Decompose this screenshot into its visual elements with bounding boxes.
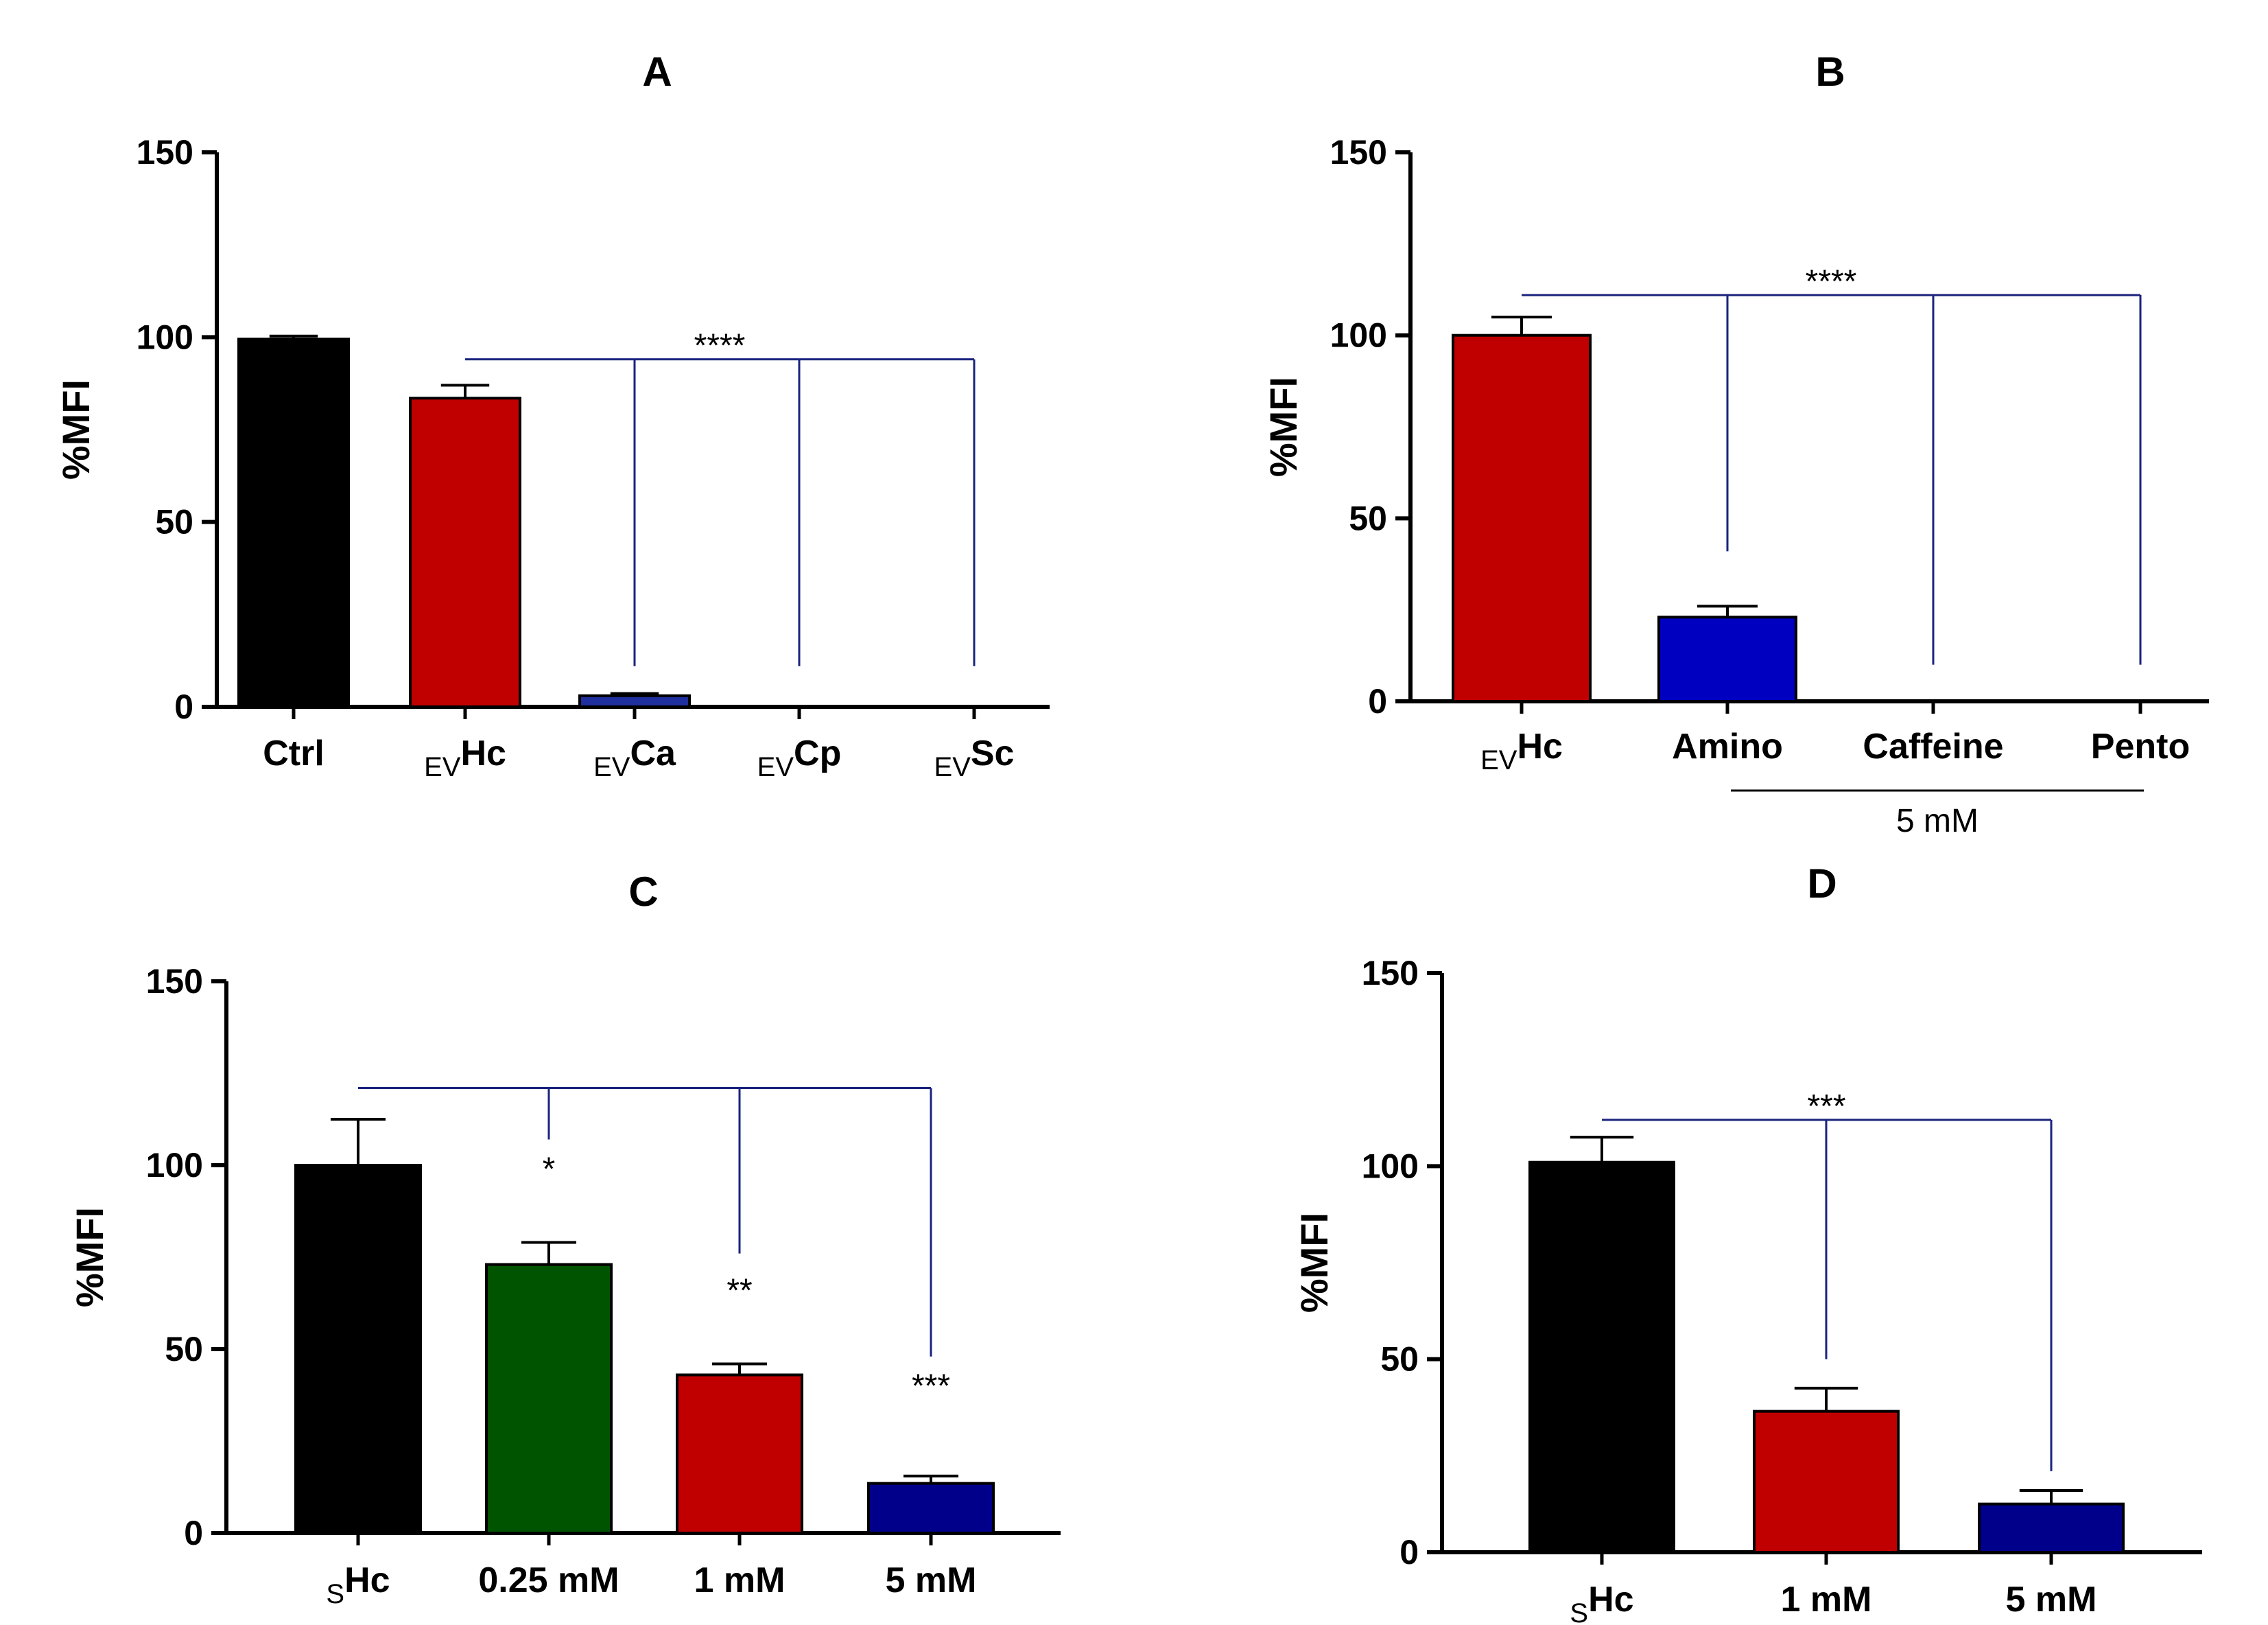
x-tick-label: Pento	[2091, 727, 2190, 767]
x-tick-label-text: Hc	[1588, 1580, 1633, 1620]
x-tick-label: 5 mM	[2006, 1580, 2097, 1620]
bar	[867, 1482, 995, 1534]
panel-title: B	[1815, 49, 1845, 95]
y-tick-label: 50	[155, 503, 193, 541]
y-tick-label: 0	[174, 688, 193, 726]
y-tick-label: 150	[1330, 133, 1387, 172]
bar	[237, 338, 350, 708]
y-tick-label: 0	[1399, 1533, 1419, 1571]
y-axis-label: %MFI	[54, 379, 97, 480]
bar	[409, 397, 521, 708]
x-tick-label: SHc	[326, 1560, 390, 1609]
x-tick-label: 1 mM	[1781, 1580, 1872, 1620]
x-tick-label-subscript: EV	[1480, 745, 1517, 775]
x-tick-label-text: Caffeine	[1863, 727, 2003, 767]
bar	[485, 1263, 613, 1534]
y-tick-label: 0	[184, 1514, 203, 1552]
significance-label: ****	[1806, 264, 1857, 300]
x-tick-label-subscript: EV	[757, 752, 794, 782]
x-tick-label-text: Amino	[1672, 727, 1783, 767]
x-tick-label-subscript: S	[1570, 1598, 1588, 1625]
x-tick-label-text: 5 mM	[886, 1560, 977, 1600]
y-tick-label: 150	[1362, 954, 1419, 992]
x-tick-label: EVCa	[593, 734, 676, 782]
x-tick-label-subscript: EV	[934, 752, 971, 782]
x-tick-label-text: Sc	[971, 734, 1015, 773]
bar	[294, 1164, 422, 1534]
y-axis-label: %MFI	[1262, 377, 1305, 477]
bar	[1452, 334, 1592, 703]
bar	[578, 694, 691, 709]
y-axis-label: %MFI	[68, 1207, 111, 1307]
y-tick-label: 100	[137, 318, 193, 356]
x-tick-label-text: Hc	[460, 734, 506, 773]
panel-title: A	[642, 49, 672, 95]
x-tick-label: EVHc	[424, 734, 506, 782]
y-tick-label: 100	[1362, 1147, 1419, 1185]
bar	[1528, 1160, 1675, 1554]
panel-d: D %MFI 0 50 100 150 SHc 1 mM 5 mM ***	[1292, 861, 2202, 1625]
x-tick-label: EVCp	[757, 734, 842, 782]
group-note-label: 5 mM	[1896, 803, 1978, 839]
panel-title: C	[628, 869, 658, 915]
y-tick-label: 100	[146, 1146, 203, 1184]
x-tick-label: 5 mM	[886, 1560, 977, 1600]
x-tick-label-text: 0.25 mM	[478, 1560, 619, 1600]
y-axis-label: %MFI	[1292, 1213, 1336, 1313]
x-tick-label: 0.25 mM	[478, 1560, 619, 1600]
x-tick-label-text: Ca	[630, 734, 676, 773]
x-tick-label: Ctrl	[263, 734, 324, 773]
significance-label: ***	[1807, 1088, 1845, 1125]
x-tick-label-subscript: S	[326, 1579, 344, 1609]
y-tick-label: 50	[165, 1330, 203, 1368]
y-tick-label: 150	[146, 962, 203, 1001]
panel-b: B %MFI 0 50 100 150 EVHc Amino Caffeine Pento ****…	[1262, 49, 2209, 839]
x-tick-label: Amino	[1672, 727, 1783, 767]
bar	[1978, 1502, 2125, 1554]
x-tick-label-subscript: EV	[424, 752, 461, 782]
x-tick-label-text: Hc	[344, 1560, 390, 1600]
x-tick-label: 1 mM	[694, 1560, 785, 1600]
x-tick-label: EVSc	[934, 734, 1015, 782]
x-tick-label-text: 1 mM	[694, 1560, 785, 1600]
significance-label: **	[727, 1272, 752, 1309]
x-tick-label-text: Cp	[794, 734, 841, 773]
y-tick-label: 150	[137, 133, 193, 172]
bar	[1753, 1410, 1900, 1554]
y-tick-label: 0	[1368, 682, 1387, 721]
x-tick-label-text: 5 mM	[2006, 1580, 2097, 1620]
significance-label: *	[543, 1151, 556, 1187]
x-tick-label: SHc	[1570, 1580, 1633, 1625]
y-tick-label: 100	[1330, 316, 1387, 355]
x-tick-label-text: Pento	[2091, 727, 2190, 767]
y-tick-label: 50	[1349, 499, 1387, 537]
bar	[676, 1373, 803, 1535]
bar	[1657, 616, 1797, 703]
x-tick-label-text: Hc	[1517, 727, 1562, 767]
significance-label: ****	[694, 328, 746, 364]
y-tick-label: 50	[1380, 1340, 1419, 1379]
x-tick-label: EVHc	[1480, 727, 1563, 775]
significance-label: ***	[912, 1368, 950, 1405]
x-tick-label-text: 1 mM	[1781, 1580, 1872, 1620]
x-tick-label: Caffeine	[1863, 727, 2003, 767]
panel-title: D	[1807, 861, 1836, 907]
x-tick-label-text: Ctrl	[263, 734, 324, 773]
x-tick-label-subscript: EV	[593, 752, 630, 782]
